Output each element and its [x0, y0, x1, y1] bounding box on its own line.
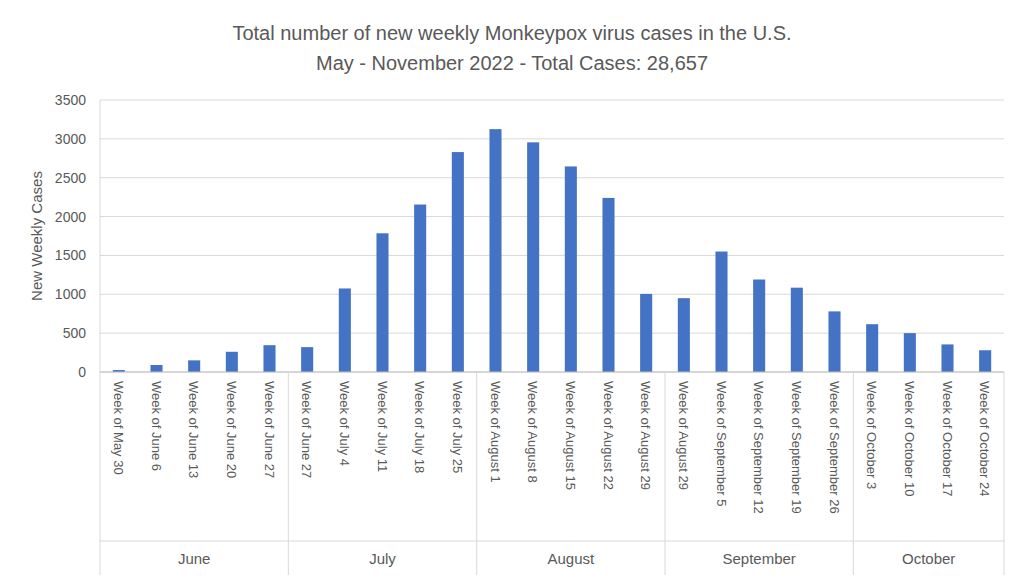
bars	[113, 129, 991, 372]
group-label: October	[902, 550, 955, 567]
grid-line	[100, 177, 1004, 178]
x-tick-label: Week of August 1	[488, 381, 503, 483]
group-separator	[288, 372, 289, 575]
group-label: September	[722, 550, 795, 567]
x-tick-label: Week of May 30	[111, 381, 126, 475]
bar	[188, 360, 200, 372]
y-axis-label: New Weekly Cases	[28, 171, 45, 301]
bar	[941, 344, 953, 372]
x-tick-label: Week of October 17	[940, 381, 955, 496]
x-tick-label: Week of September 12	[751, 381, 766, 514]
group-label: August	[547, 550, 595, 567]
x-tick-label: Week of August 8	[525, 381, 540, 483]
x-tick-label: Week of June 6	[149, 381, 164, 471]
y-tick-label: 2500	[55, 170, 86, 186]
x-tick-label: Week of October 10	[902, 381, 917, 496]
chart-subtitle: May - November 2022 - Total Cases: 28,65…	[316, 52, 708, 74]
bar	[678, 298, 690, 372]
bar	[753, 280, 765, 372]
bar	[226, 352, 238, 372]
x-tick-label: Week of July 11	[375, 381, 390, 472]
group-separator	[665, 372, 666, 575]
chart-container: Total number of new weekly Monkeypox vir…	[0, 0, 1024, 579]
y-tick-label: 1000	[55, 286, 86, 302]
y-tick-label: 1500	[55, 247, 86, 263]
x-tick-label: Week of September 19	[789, 381, 804, 514]
bar	[150, 365, 162, 372]
x-tick-label: Week of October 3	[864, 381, 879, 489]
x-tick-label: Week of August 22	[601, 381, 616, 490]
x-tick-label: Week of July 4	[337, 381, 352, 466]
bar	[565, 166, 577, 372]
x-tick-label: Week of June 13	[186, 381, 201, 478]
bar	[376, 233, 388, 372]
grid-line	[100, 138, 1004, 139]
x-tick-label: Week of September 5	[714, 381, 729, 507]
y-tick-label: 500	[63, 325, 87, 341]
x-tick-label: Week of August 29	[676, 381, 691, 490]
x-tick-label: Week of September 26	[827, 381, 842, 514]
y-tick-label: 2000	[55, 209, 86, 225]
x-tick-label: Week of August 29	[638, 381, 653, 490]
bar	[715, 252, 727, 372]
grid-line	[100, 216, 1004, 217]
grid-line	[100, 100, 1004, 101]
bar	[339, 288, 351, 372]
x-tick-label: Week of October 24	[977, 381, 992, 496]
bar	[452, 152, 464, 372]
bar	[791, 288, 803, 372]
y-tick-label: 3000	[55, 131, 86, 147]
x-tick-label: Week of June 27	[262, 381, 277, 478]
bar	[301, 347, 313, 372]
bar	[640, 294, 652, 372]
group-separator	[100, 372, 101, 575]
chart-svg: Total number of new weekly Monkeypox vir…	[0, 0, 1024, 579]
grid-line	[100, 294, 1004, 295]
bar	[263, 345, 275, 372]
group-label: June	[178, 550, 211, 567]
y-tick-label: 3500	[55, 92, 86, 108]
x-axis-line	[100, 372, 1004, 373]
x-tick-label: Week of June 27	[299, 381, 314, 478]
bar	[414, 205, 426, 372]
x-tick-label: Week of July 25	[450, 381, 465, 473]
bar	[527, 142, 539, 372]
chart-title: Total number of new weekly Monkeypox vir…	[232, 22, 791, 44]
bar	[828, 311, 840, 372]
bar	[489, 129, 501, 372]
x-tick-label: Week of August 15	[563, 381, 578, 490]
group-separator	[1004, 372, 1005, 575]
bar	[602, 198, 614, 372]
x-tick-label: Week of July 18	[412, 381, 427, 473]
y-tick-label: 0	[78, 364, 86, 380]
x-tick-label: Week of June 20	[224, 381, 239, 478]
group-label: July	[369, 550, 396, 567]
group-divider	[100, 541, 1004, 542]
bar	[979, 350, 991, 372]
bar	[866, 324, 878, 372]
bar	[904, 333, 916, 372]
group-separator	[476, 372, 477, 575]
y-axis-line	[100, 100, 101, 372]
grid	[100, 100, 1004, 372]
grid-line	[100, 255, 1004, 256]
group-separator	[853, 372, 854, 575]
grid-line	[100, 372, 1004, 373]
